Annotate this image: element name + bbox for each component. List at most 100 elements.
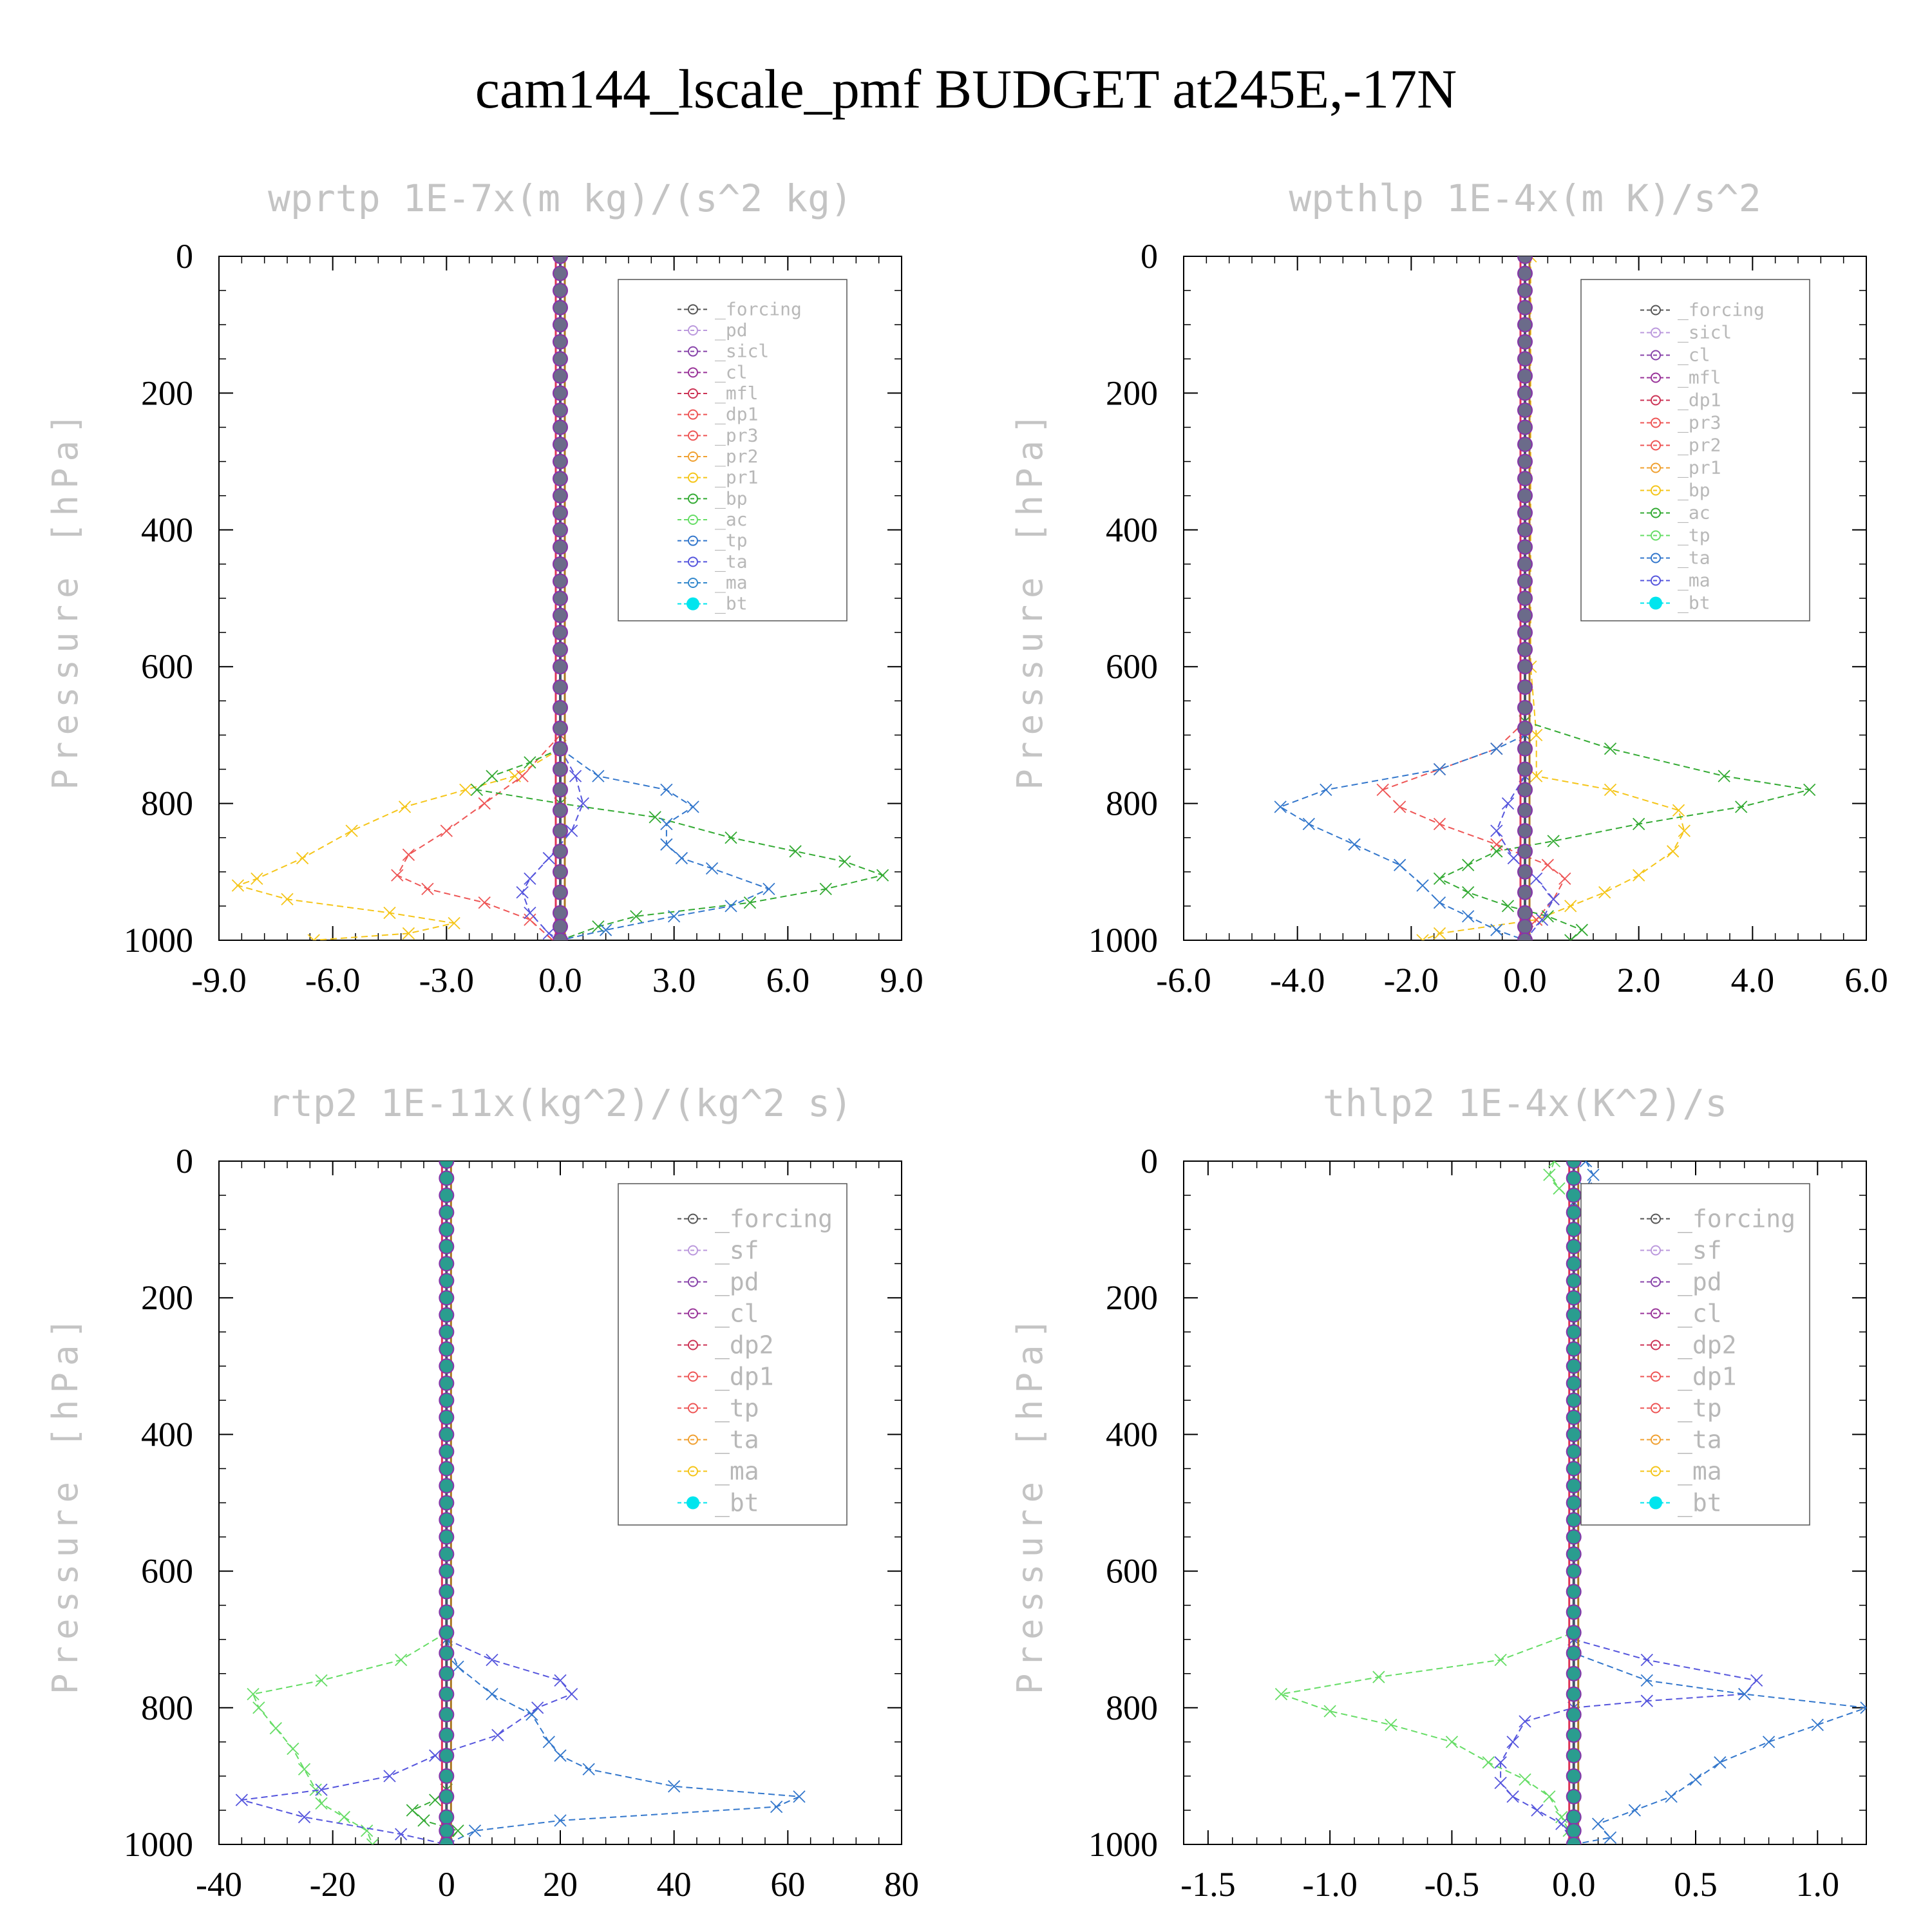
series-marker <box>1714 1756 1727 1769</box>
series-marker <box>569 770 582 782</box>
x-tick-label: -20 <box>310 1865 356 1904</box>
bt-marker <box>553 265 568 281</box>
legend-box <box>1580 1183 1810 1526</box>
series-marker <box>1302 817 1315 831</box>
series-marker <box>668 910 681 923</box>
series-marker <box>1555 1810 1568 1824</box>
y-tick-label: 400 <box>1106 511 1158 549</box>
series-line <box>1500 1638 1758 1844</box>
series-marker <box>1519 1715 1531 1728</box>
bt-marker <box>1566 1707 1582 1723</box>
legend-label: _pd <box>1678 1268 1722 1297</box>
bt-marker <box>439 1604 455 1620</box>
legend-label: _pd <box>715 1268 759 1297</box>
series-marker <box>1506 1790 1519 1803</box>
legend-marker <box>1651 1371 1661 1382</box>
bt-marker <box>553 334 568 350</box>
chart-panel-3: rtp2 1E-11x(kg^2)/(kg^2 s) Pressure [hPa]… <box>45 1081 919 1904</box>
legend-marker <box>688 556 698 567</box>
series-marker <box>1535 913 1549 926</box>
legend-label: _mfl <box>1678 367 1721 389</box>
series-marker <box>531 1701 544 1714</box>
x-tick-label: 4.0 <box>1731 961 1775 999</box>
bt-marker <box>553 317 568 333</box>
y-tick-label: 0 <box>176 1142 193 1180</box>
legend-marker <box>1651 530 1661 541</box>
bt-marker <box>553 591 568 606</box>
bt-marker <box>1517 699 1533 715</box>
bt-marker <box>1566 1837 1582 1844</box>
series-marker <box>1803 783 1816 796</box>
bt-marker <box>553 471 568 487</box>
series-marker <box>1376 783 1389 796</box>
series-marker <box>1490 743 1503 755</box>
series-marker <box>1372 1671 1385 1683</box>
series-marker <box>451 1660 464 1673</box>
legend-label: _tp <box>715 530 748 552</box>
bt-marker <box>553 402 568 418</box>
y-tick-label: 0 <box>1141 1142 1158 1180</box>
bt-marker <box>439 1170 455 1186</box>
x-tick-label: 2.0 <box>1617 961 1661 999</box>
bt-marker <box>553 641 568 658</box>
legend-label: _tp <box>1678 525 1710 547</box>
series-marker <box>1672 804 1685 817</box>
series-marker <box>793 1790 806 1803</box>
bt-marker <box>439 1307 455 1323</box>
series-marker <box>1445 1736 1459 1748</box>
series-marker <box>309 1783 322 1796</box>
bt-marker <box>553 573 568 589</box>
legend-marker <box>1651 395 1661 406</box>
series-marker <box>1735 800 1748 813</box>
chart-panel-4: thlp2 1E-4x(K^2)/s Pressure [hPa] 0 200 400 6… <box>1010 1081 1867 1904</box>
series-marker <box>468 1824 482 1837</box>
bt-marker <box>1517 556 1533 572</box>
series-marker <box>592 770 605 782</box>
x-tick-label: 0.0 <box>538 961 582 999</box>
legend-label: _pr2 <box>715 446 758 468</box>
series-marker <box>705 862 719 875</box>
bt-marker <box>1517 488 1533 504</box>
bt-marker <box>553 419 568 435</box>
bt-marker <box>439 1273 455 1289</box>
legend: _forcing_sf _pd _cl_dp2 _dp1_tp _ta_ma _bt <box>618 1183 848 1526</box>
bt-marker <box>1517 256 1533 264</box>
series-marker <box>1541 858 1554 871</box>
series-marker <box>1580 1161 1593 1168</box>
legend-marker <box>688 451 698 462</box>
bt-marker <box>1517 539 1533 555</box>
legend-marker <box>687 1496 699 1510</box>
legend-label: _ta <box>715 1426 759 1455</box>
series-line <box>1278 734 1526 940</box>
series-marker <box>660 838 673 851</box>
series-marker <box>315 1783 328 1796</box>
series-line <box>236 748 561 940</box>
series-marker <box>252 1701 265 1714</box>
series-marker <box>402 848 415 861</box>
legend-marker <box>688 1371 698 1382</box>
x-tick-label: -2.0 <box>1384 961 1439 999</box>
figure-title: cam144_lscale_pmf BUDGET at245E,-17N <box>475 58 1457 120</box>
chart-panel-1: wprtp 1E-7x(m kg)/(s^2 kg) Pressure [hPa]… <box>45 176 923 999</box>
bt-marker <box>439 1748 455 1764</box>
y-tick-label: 400 <box>141 511 193 549</box>
bt-marker <box>439 1375 455 1391</box>
panel-title: wpthlp 1E-4x(m K)/s^2 <box>1289 176 1761 220</box>
legend-marker <box>688 1466 698 1477</box>
x-tick-label: 20 <box>543 1865 578 1904</box>
series-marker <box>524 756 536 769</box>
bt-marker <box>553 283 568 299</box>
series-marker <box>876 869 889 882</box>
legend-label: _dp1 <box>715 404 758 426</box>
bt-marker <box>553 453 568 469</box>
y-axis-label: Pressure [hPa] <box>45 1311 86 1694</box>
bt-marker <box>1566 1273 1582 1289</box>
legend-marker <box>687 597 699 611</box>
legend-label: _forcing <box>715 298 802 320</box>
legend-label: _cl <box>1678 1300 1722 1329</box>
legend-label: _bt <box>1678 1489 1722 1518</box>
legend-marker <box>1649 1496 1662 1510</box>
series-marker <box>542 851 555 865</box>
series-marker <box>554 1814 567 1827</box>
series-marker <box>251 872 263 886</box>
